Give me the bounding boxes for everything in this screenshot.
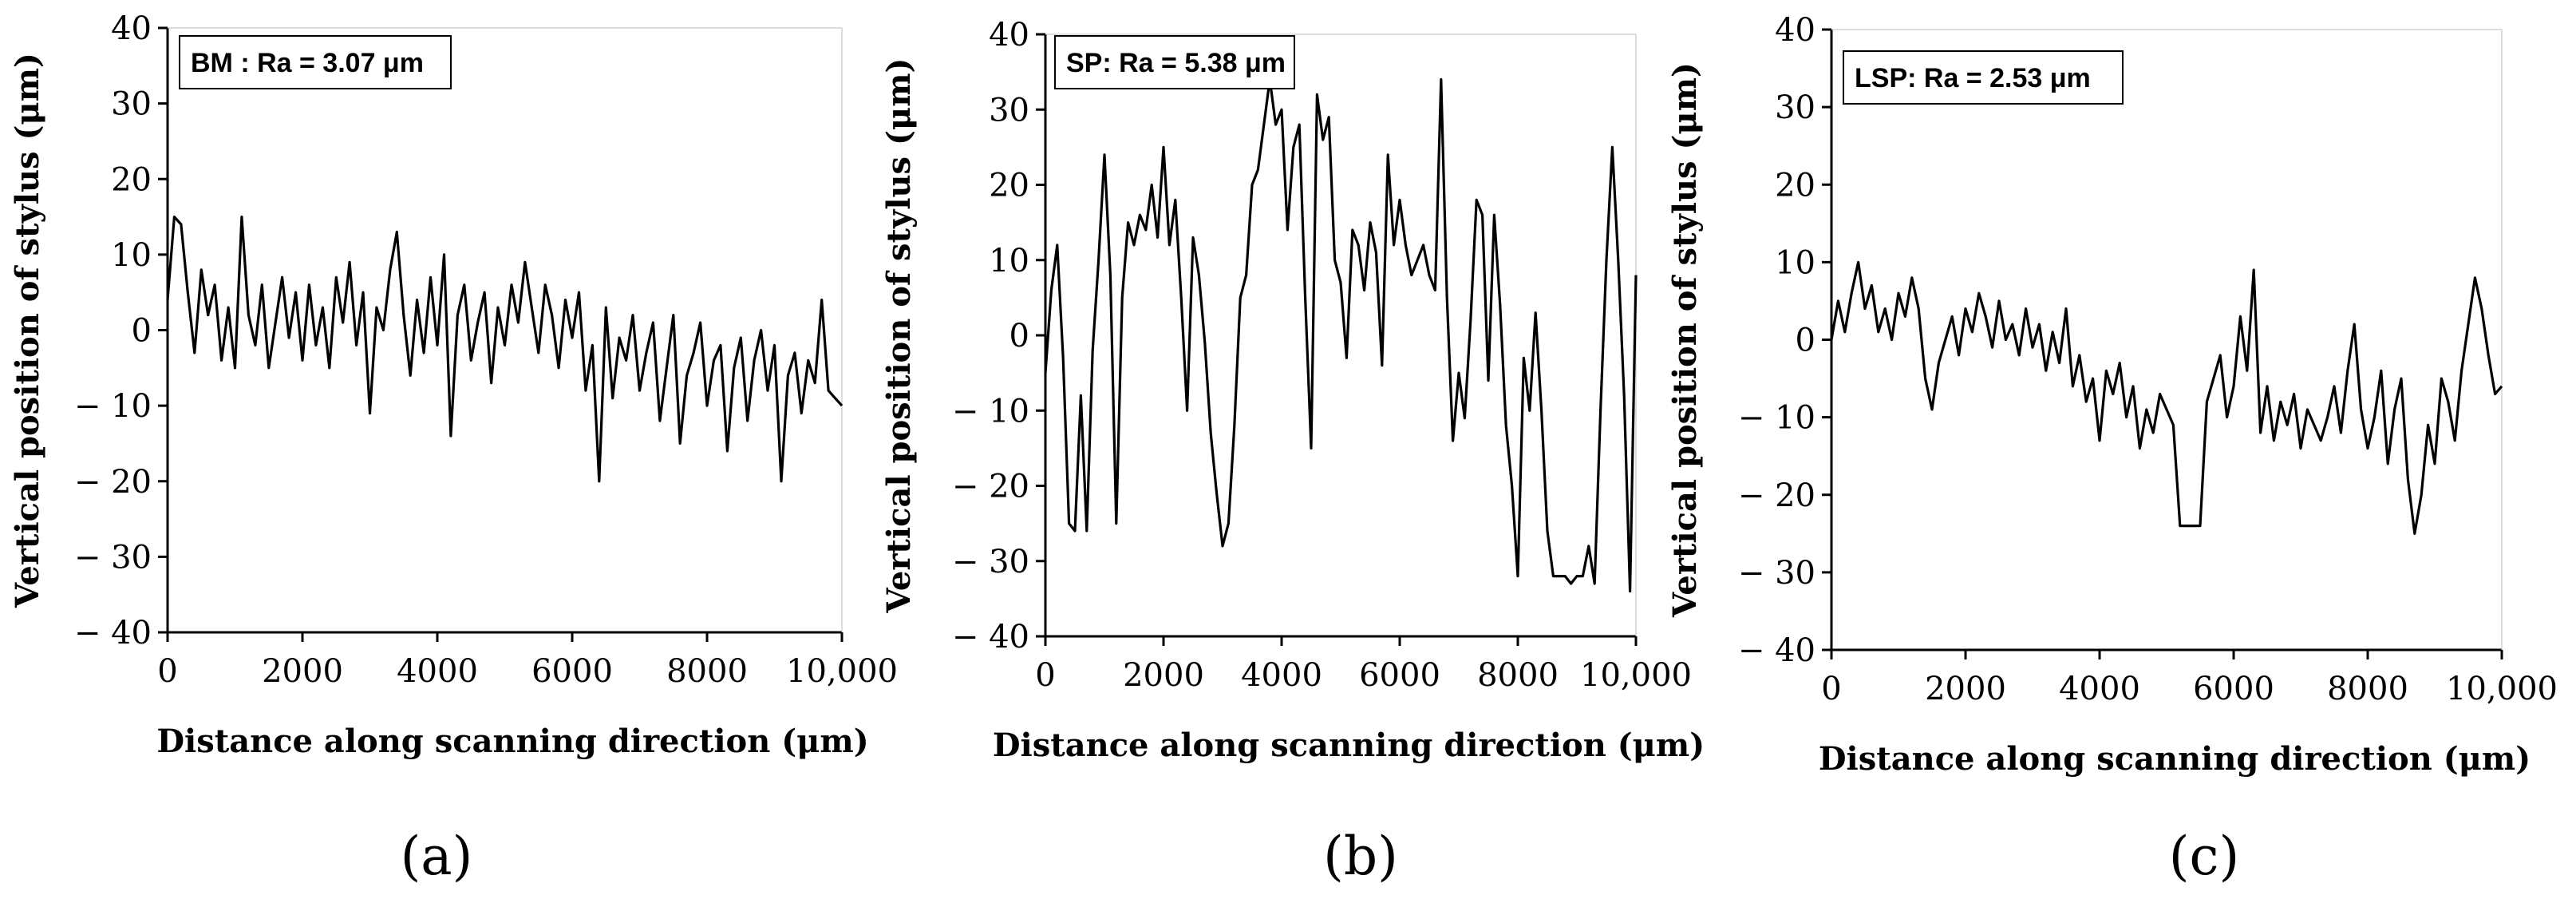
x-tick-label: 2000 xyxy=(262,653,343,690)
legend-box xyxy=(1843,50,2124,105)
x-tick-label: 0 xyxy=(157,653,177,690)
y-tick-label: 30 xyxy=(111,86,152,123)
x-tick-label: 8000 xyxy=(2327,671,2408,707)
y-tick-label: − 20 xyxy=(74,464,152,501)
y-tick-label: 20 xyxy=(111,161,152,198)
x-tick-label: 8000 xyxy=(1477,657,1559,694)
x-axis-title: Distance along scanning direction (μm) xyxy=(993,727,1705,764)
x-tick-label: 10,000 xyxy=(1580,657,1692,694)
series-line-lsp xyxy=(1830,260,2503,535)
y-tick-label: 10 xyxy=(989,243,1029,279)
y-tick-label: 30 xyxy=(989,92,1029,129)
y-tick-label: − 40 xyxy=(952,619,1029,655)
panel-label: (b) xyxy=(1323,826,1398,887)
y-tick-label: − 30 xyxy=(1738,555,1815,592)
y-tick-label: 40 xyxy=(1775,12,1815,49)
x-tick-label: 4000 xyxy=(397,653,478,690)
x-tick-label: 10,000 xyxy=(2446,671,2558,707)
legend-text: BM : Ra = 3.07 μm xyxy=(191,48,424,78)
y-tick-label: − 30 xyxy=(952,544,1029,580)
panel-label: (c) xyxy=(2169,826,2239,887)
y-tick-label: 20 xyxy=(1775,167,1815,204)
x-axis-title: Distance along scanning direction (μm) xyxy=(1819,740,2531,778)
x-tick-label: 6000 xyxy=(531,653,613,690)
series-line-bm xyxy=(166,216,844,483)
series-line-sp xyxy=(1044,77,1638,593)
legend-box xyxy=(1054,35,1295,89)
y-tick-label: − 10 xyxy=(74,388,152,425)
y-tick-label: 0 xyxy=(1009,318,1029,354)
y-tick-label: − 10 xyxy=(1738,400,1815,437)
legend-box xyxy=(179,35,452,89)
y-tick-label: 20 xyxy=(989,168,1029,204)
y-tick-label: 10 xyxy=(111,237,152,274)
x-tick-label: 0 xyxy=(1035,657,1055,694)
x-tick-label: 4000 xyxy=(1241,657,1322,694)
y-tick-label: − 10 xyxy=(952,393,1029,430)
y-axis-title: Vertical position of stylus (μm) xyxy=(880,58,918,614)
y-tick-label: 40 xyxy=(989,17,1029,53)
x-tick-label: 2000 xyxy=(1123,657,1204,694)
y-tick-label: 10 xyxy=(1775,244,1815,281)
y-tick-label: 30 xyxy=(1775,89,1815,126)
legend-text: LSP: Ra = 2.53 μm xyxy=(1855,63,2091,93)
x-axis-title: Distance along scanning direction (μm) xyxy=(156,723,868,760)
y-axis-title: Vertical position of stylus (μm) xyxy=(9,53,46,608)
y-tick-label: − 40 xyxy=(74,615,152,651)
x-tick-label: 6000 xyxy=(2193,671,2274,707)
y-tick-label: − 40 xyxy=(1738,632,1815,669)
y-tick-label: − 30 xyxy=(74,539,152,576)
panel-label: (a) xyxy=(401,826,473,887)
x-tick-label: 6000 xyxy=(1359,657,1440,694)
legend-text: SP: Ra = 5.38 μm xyxy=(1066,48,1286,78)
x-tick-label: 10,000 xyxy=(786,653,898,690)
x-tick-label: 0 xyxy=(1821,671,1841,707)
y-tick-label: − 20 xyxy=(1738,477,1815,514)
x-tick-label: 8000 xyxy=(666,653,748,690)
x-tick-label: 2000 xyxy=(1925,671,2006,707)
y-tick-label: 0 xyxy=(1796,323,1815,359)
y-tick-label: 40 xyxy=(111,10,152,47)
y-axis-title: Vertical position of stylus (μm) xyxy=(1666,62,1704,618)
x-tick-label: 4000 xyxy=(2059,671,2140,707)
y-tick-label: 0 xyxy=(132,313,152,350)
y-tick-label: − 20 xyxy=(952,469,1029,505)
